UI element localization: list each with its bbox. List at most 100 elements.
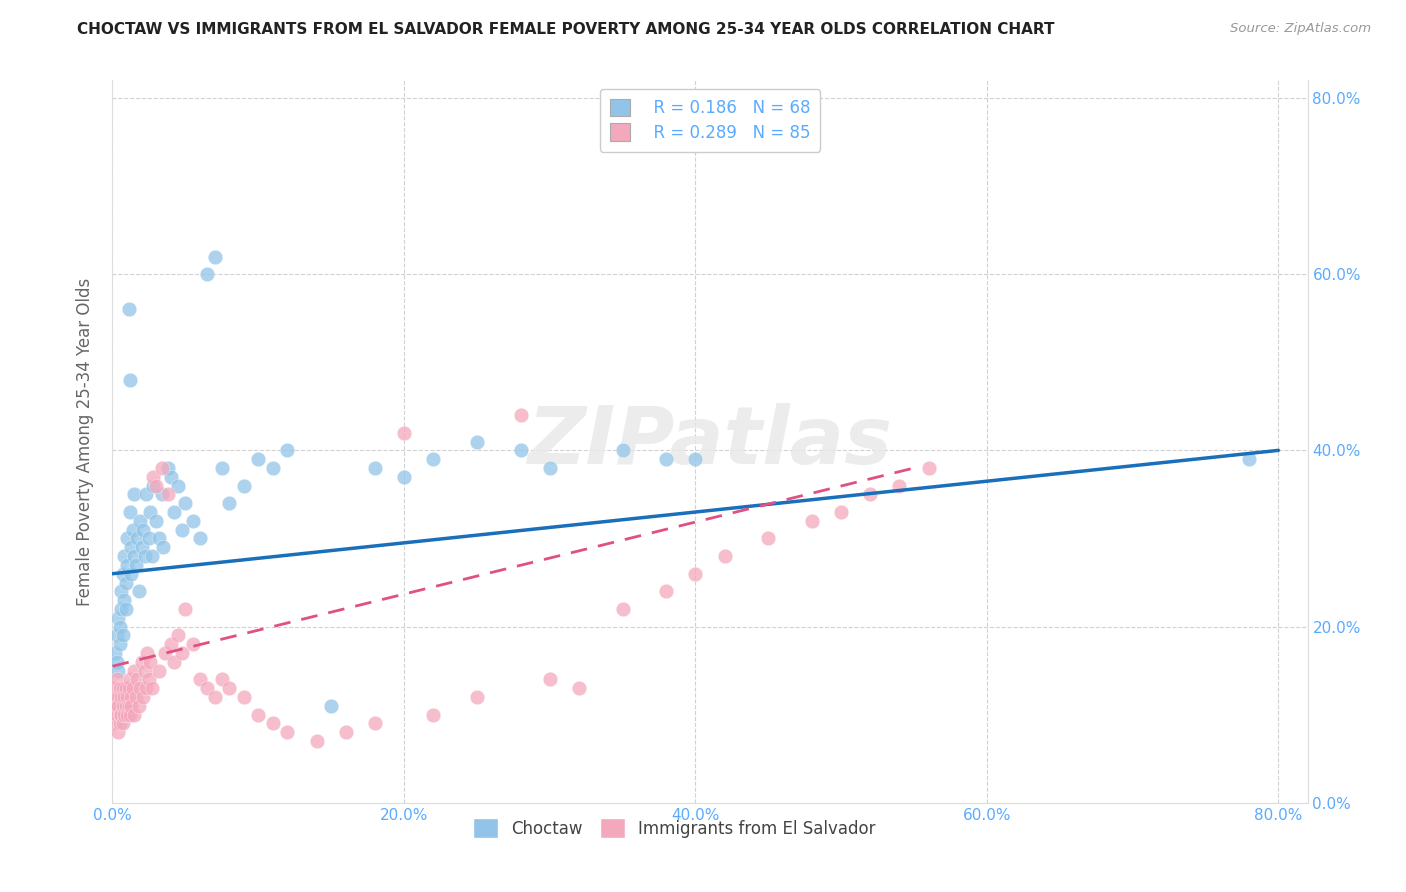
Point — [117, 698, 139, 713]
Point — [141, 681, 163, 696]
Point — [111, 628, 134, 642]
Point — [131, 541, 153, 555]
Point — [122, 681, 145, 696]
Point — [276, 443, 298, 458]
Point — [392, 470, 415, 484]
Point — [195, 267, 218, 281]
Point — [120, 566, 142, 581]
Legend: Choctaw, Immigrants from El Salvador: Choctaw, Immigrants from El Salvador — [467, 812, 882, 845]
Point — [150, 461, 173, 475]
Point — [141, 549, 163, 563]
Point — [110, 584, 132, 599]
Point — [159, 470, 181, 484]
Point — [917, 461, 939, 475]
Point — [167, 478, 190, 492]
Point — [156, 487, 179, 501]
Point — [107, 690, 129, 704]
Point — [129, 681, 152, 696]
Point — [247, 707, 270, 722]
Point — [118, 505, 141, 519]
Point — [122, 523, 145, 537]
Point — [114, 575, 136, 590]
Point — [204, 690, 226, 704]
Point — [262, 461, 284, 475]
Point — [172, 646, 194, 660]
Point — [111, 698, 134, 713]
Point — [110, 690, 132, 704]
Point — [142, 470, 165, 484]
Point — [163, 655, 186, 669]
Text: ZIPatlas: ZIPatlas — [527, 402, 893, 481]
Point — [104, 690, 127, 704]
Point — [364, 461, 387, 475]
Point — [756, 532, 779, 546]
Point — [262, 716, 284, 731]
Point — [218, 681, 240, 696]
Text: CHOCTAW VS IMMIGRANTS FROM EL SALVADOR FEMALE POVERTY AMONG 25-34 YEAR OLDS CORR: CHOCTAW VS IMMIGRANTS FROM EL SALVADOR F… — [77, 22, 1054, 37]
Point — [127, 673, 149, 687]
Point — [107, 611, 129, 625]
Point — [830, 505, 852, 519]
Point — [156, 461, 179, 475]
Point — [145, 514, 167, 528]
Point — [859, 487, 882, 501]
Point — [134, 664, 156, 678]
Point — [138, 532, 160, 546]
Point — [103, 681, 125, 696]
Point — [128, 698, 150, 713]
Point — [124, 487, 146, 501]
Point — [204, 250, 226, 264]
Point — [167, 628, 190, 642]
Point — [152, 541, 174, 555]
Point — [135, 487, 157, 501]
Point — [538, 461, 561, 475]
Point — [889, 478, 911, 492]
Point — [139, 505, 162, 519]
Text: Source: ZipAtlas.com: Source: ZipAtlas.com — [1230, 22, 1371, 36]
Point — [150, 487, 173, 501]
Point — [105, 655, 128, 669]
Point — [115, 558, 138, 572]
Point — [124, 707, 146, 722]
Point — [612, 443, 634, 458]
Point — [124, 664, 146, 678]
Point — [139, 655, 162, 669]
Point — [655, 584, 678, 599]
Point — [136, 646, 159, 660]
Point — [112, 593, 135, 607]
Point — [118, 707, 141, 722]
Point — [392, 425, 415, 440]
Point — [364, 716, 387, 731]
Point — [110, 707, 132, 722]
Point — [115, 532, 138, 546]
Point — [138, 673, 160, 687]
Point — [145, 478, 167, 492]
Point — [422, 452, 444, 467]
Point — [118, 373, 141, 387]
Point — [134, 549, 156, 563]
Point — [107, 698, 129, 713]
Point — [111, 681, 134, 696]
Point — [509, 408, 531, 422]
Y-axis label: Female Poverty Among 25-34 Year Olds: Female Poverty Among 25-34 Year Olds — [76, 277, 94, 606]
Point — [172, 523, 194, 537]
Point — [247, 452, 270, 467]
Point — [195, 681, 218, 696]
Point — [120, 541, 142, 555]
Point — [120, 690, 142, 704]
Point — [159, 637, 181, 651]
Point — [105, 707, 128, 722]
Point — [129, 514, 152, 528]
Point — [120, 698, 142, 713]
Point — [465, 434, 488, 449]
Point — [305, 734, 328, 748]
Point — [538, 673, 561, 687]
Point — [188, 673, 211, 687]
Point — [107, 725, 129, 739]
Point — [211, 673, 233, 687]
Point — [181, 637, 204, 651]
Point — [142, 478, 165, 492]
Point — [108, 637, 131, 651]
Point — [465, 690, 488, 704]
Point — [124, 549, 146, 563]
